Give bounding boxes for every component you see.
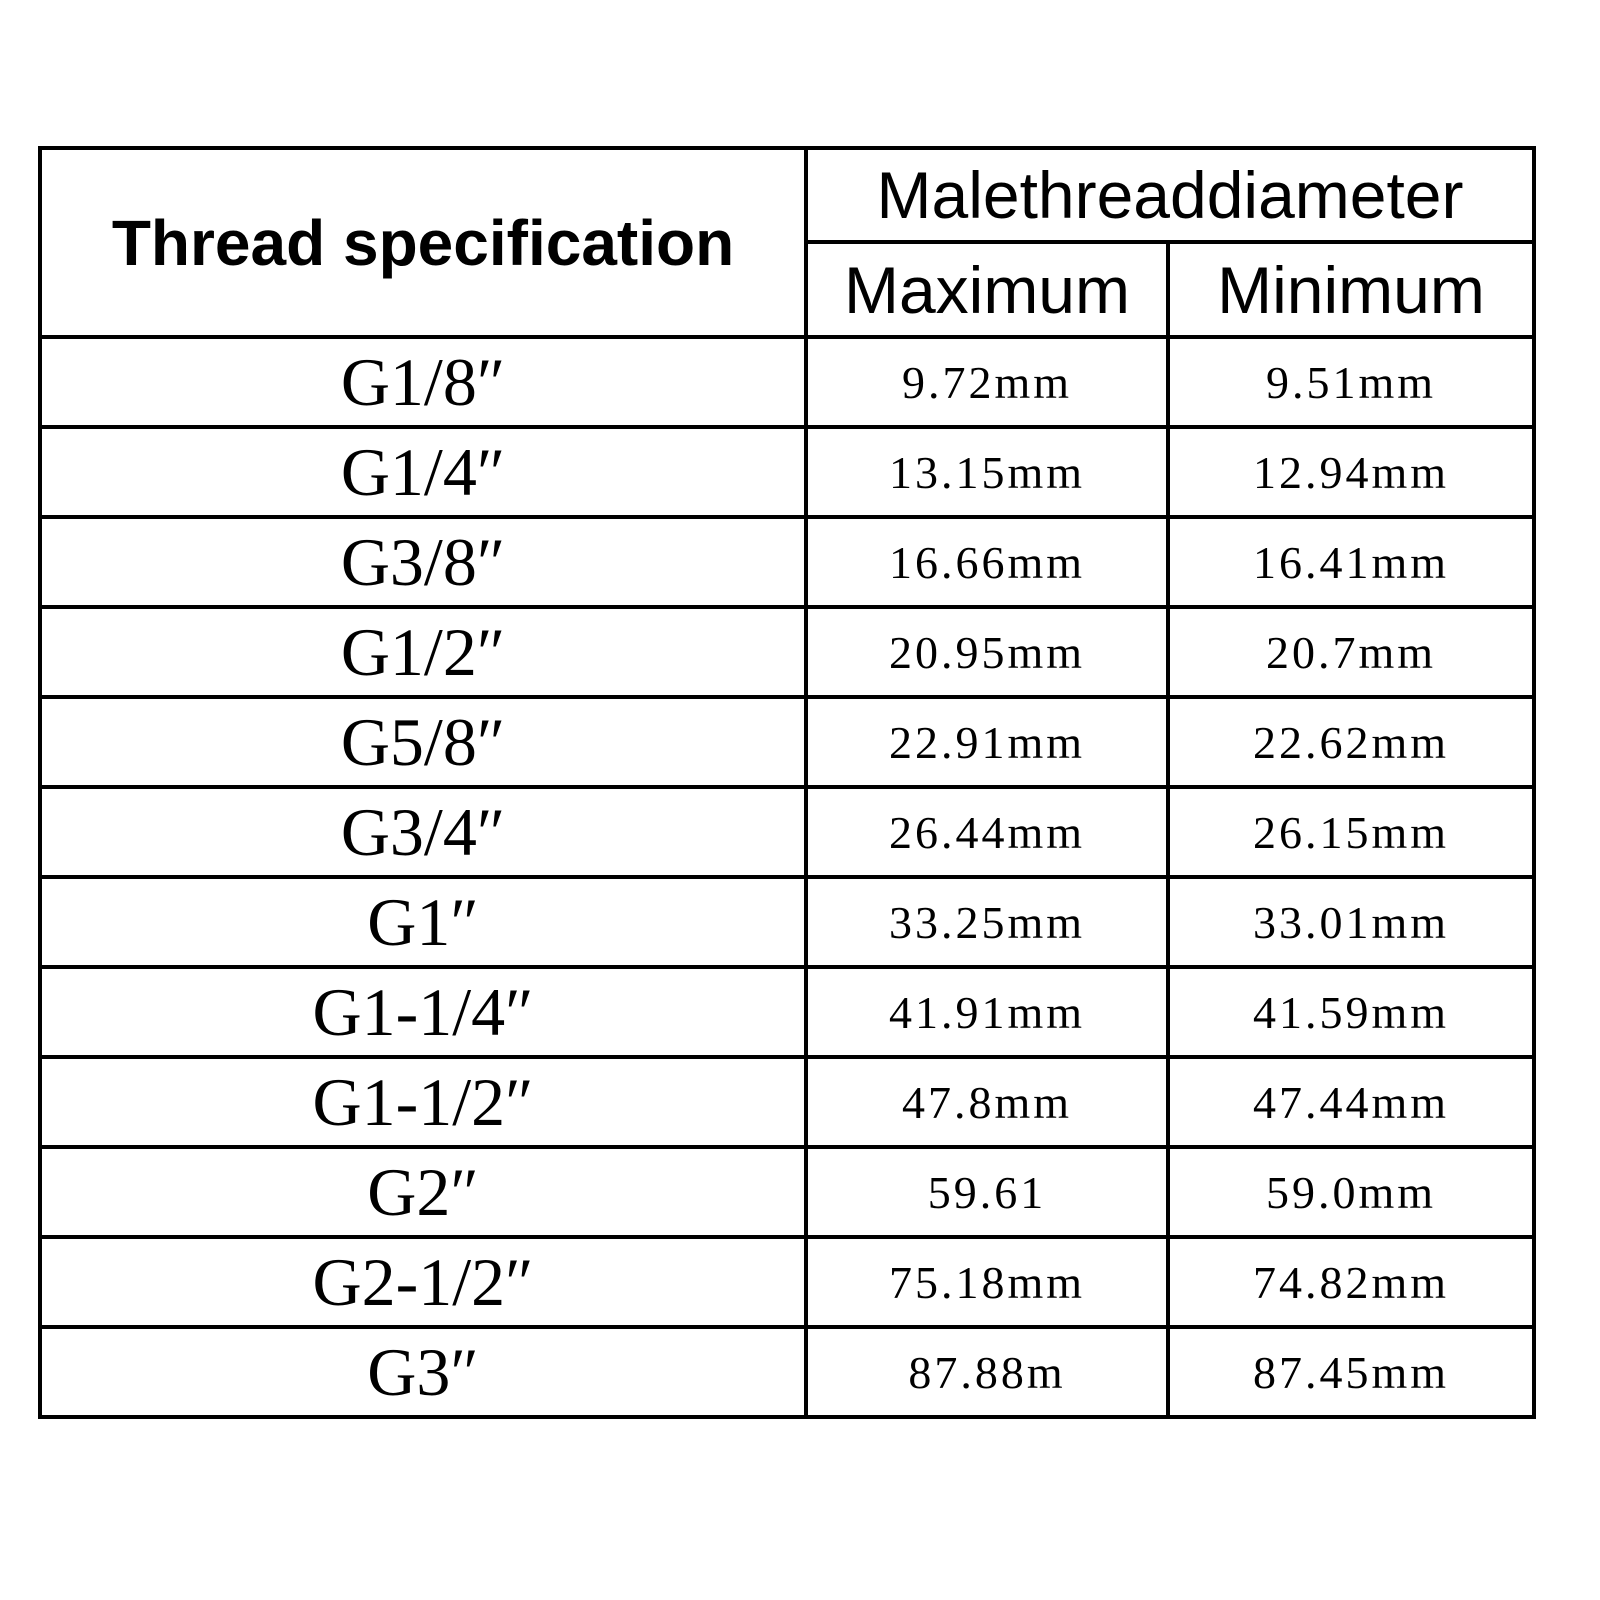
table-row: G3/4″ 26.44mm 26.15mm <box>38 785 1537 879</box>
table-row: G3″ 87.88m 87.45mm <box>38 1325 1537 1419</box>
value-cell: 47.44mm <box>1165 1055 1537 1149</box>
thread-table: Thread specification Malethreaddiameter … <box>38 146 1537 1419</box>
value-cell: 87.88m <box>804 1325 1170 1419</box>
value-cell: 22.91mm <box>804 695 1170 789</box>
table-row: G2-1/2″ 75.18mm 74.82mm <box>38 1235 1537 1329</box>
spec-cell: G1″ <box>38 875 808 969</box>
spec-cell: G1/4″ <box>38 425 808 519</box>
value-cell: 33.01mm <box>1165 875 1537 969</box>
value-cell: 59.0mm <box>1165 1145 1537 1239</box>
spec-cell: G1/8″ <box>38 335 808 429</box>
value-cell: 20.95mm <box>804 605 1170 699</box>
value-cell: 9.51mm <box>1165 335 1537 429</box>
table-row: G2″ 59.61 59.0mm <box>38 1145 1537 1239</box>
spec-cell: G2″ <box>38 1145 808 1239</box>
table-row: G1-1/2″ 47.8mm 47.44mm <box>38 1055 1537 1149</box>
value-cell: 22.62mm <box>1165 695 1537 789</box>
value-cell: 12.94mm <box>1165 425 1537 519</box>
spec-cell: G1-1/4″ <box>38 965 808 1059</box>
spec-cell: G5/8″ <box>38 695 808 789</box>
header-cell: Maximum <box>804 240 1170 339</box>
header-row: Maximum Minimum <box>40 240 1537 339</box>
spec-cell: G2-1/2″ <box>38 1235 808 1329</box>
value-cell: 20.7mm <box>1165 605 1537 699</box>
spec-cell: G3/4″ <box>38 785 808 879</box>
value-cell: 75.18mm <box>804 1235 1170 1329</box>
value-cell: 33.25mm <box>804 875 1170 969</box>
table-row: G5/8″ 22.91mm 22.62mm <box>38 695 1537 789</box>
value-cell: 74.82mm <box>1165 1235 1537 1329</box>
value-cell: 26.44mm <box>804 785 1170 879</box>
value-cell: 47.8mm <box>804 1055 1170 1149</box>
value-cell: 16.41mm <box>1165 515 1537 609</box>
table-row: G1/4″ 13.15mm 12.94mm <box>38 425 1537 519</box>
spec-cell: G1/2″ <box>38 605 808 699</box>
value-cell: 13.15mm <box>804 425 1170 519</box>
table-row: G1-1/4″ 41.91mm 41.59mm <box>38 965 1537 1059</box>
value-cell: 16.66mm <box>804 515 1170 609</box>
table-row: G1/8″ 9.72mm 9.51mm <box>38 335 1537 429</box>
value-cell: 9.72mm <box>804 335 1170 429</box>
value-cell: 41.91mm <box>804 965 1170 1059</box>
table-body: G1/8″ 9.72mm 9.51mm G1/4″ 13.15mm 12.94mm G3/8… <box>38 335 1537 1419</box>
value-cell: 59.61 <box>804 1145 1170 1239</box>
value-cell: 41.59mm <box>1165 965 1537 1059</box>
table-row: G1″ 33.25mm 33.01mm <box>38 875 1537 969</box>
spec-cell: G3/8″ <box>38 515 808 609</box>
value-cell: 26.15mm <box>1165 785 1537 879</box>
header-cell: Thread specification <box>38 146 808 339</box>
header-row: Thread specification Malethreaddiameter <box>38 146 1537 339</box>
header-cell: Malethreaddiameter <box>803 146 1537 244</box>
spec-cell: G3″ <box>38 1325 808 1419</box>
value-cell: 87.45mm <box>1165 1325 1537 1419</box>
header-cell: Minimum <box>1165 240 1537 339</box>
table-row: G1/2″ 20.95mm 20.7mm <box>38 605 1537 699</box>
table-row: G3/8″ 16.66mm 16.41mm <box>38 515 1537 609</box>
spec-cell: G1-1/2″ <box>38 1055 808 1149</box>
